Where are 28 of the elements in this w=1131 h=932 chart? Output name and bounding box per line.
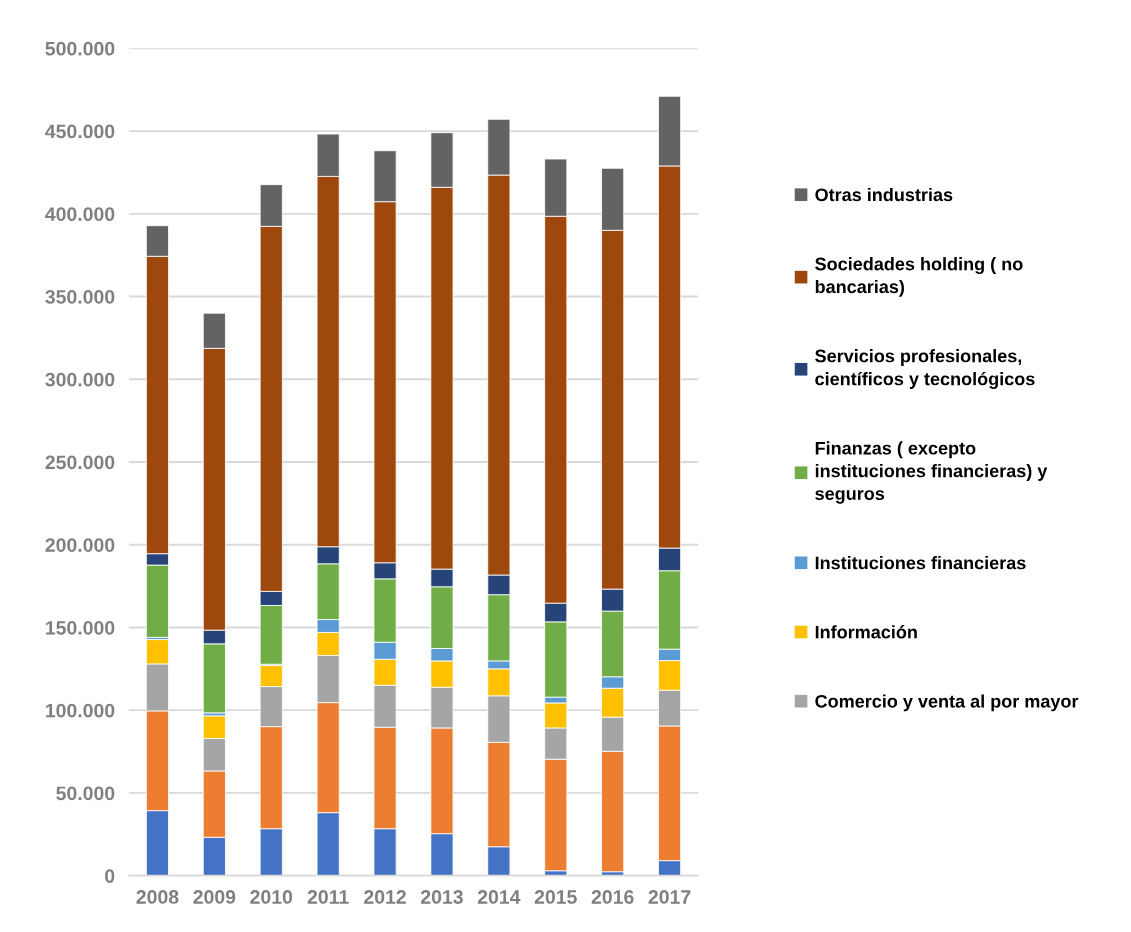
y-tick-label: 250.000 bbox=[45, 455, 115, 470]
x-tick-label: 2010 bbox=[250, 890, 293, 904]
x-tick-label: 2008 bbox=[136, 890, 179, 904]
y-tick-label: 200.000 bbox=[45, 538, 115, 552]
x-tick-label: 2011 bbox=[307, 890, 349, 904]
y-tick-label: 150.000 bbox=[46, 620, 115, 635]
y-tick-label: 300.000 bbox=[45, 372, 115, 387]
x-tick-label: 2017 bbox=[648, 890, 691, 904]
x-tick-label: 2015 bbox=[534, 890, 577, 904]
legend-label: Instituciones financieras bbox=[815, 556, 1026, 570]
legend-label: Servicios profesionales, científicos y tecnológicos bbox=[815, 349, 1035, 389]
y-tick-label: 450.000 bbox=[45, 124, 115, 139]
x-tick-label: 2014 bbox=[477, 890, 521, 904]
y-tick-label: 350.000 bbox=[45, 289, 115, 304]
legend-label: Sociedades holding ( no bancarias) bbox=[815, 257, 1023, 297]
y-tick-label: 500.000 bbox=[45, 41, 115, 56]
x-tick-label: 2009 bbox=[193, 890, 236, 904]
y-tick-label: 100.000 bbox=[46, 703, 115, 718]
legend-label: Otras industrias bbox=[815, 187, 953, 202]
legend-label: Comercio y venta al por mayor bbox=[815, 694, 1079, 712]
x-tick-label: 2016 bbox=[591, 890, 634, 904]
y-tick-label: 400.000 bbox=[45, 207, 115, 222]
legend-label: Información bbox=[815, 625, 917, 639]
legend-label: Finanzas ( excepto instituciones financieras) y seguros bbox=[815, 441, 1048, 504]
y-tick-label: 50.000 bbox=[56, 786, 115, 801]
y-tick-label: 0 bbox=[105, 869, 115, 883]
x-tick-label: 2012 bbox=[364, 890, 406, 904]
x-tick-label: 2013 bbox=[421, 890, 463, 904]
